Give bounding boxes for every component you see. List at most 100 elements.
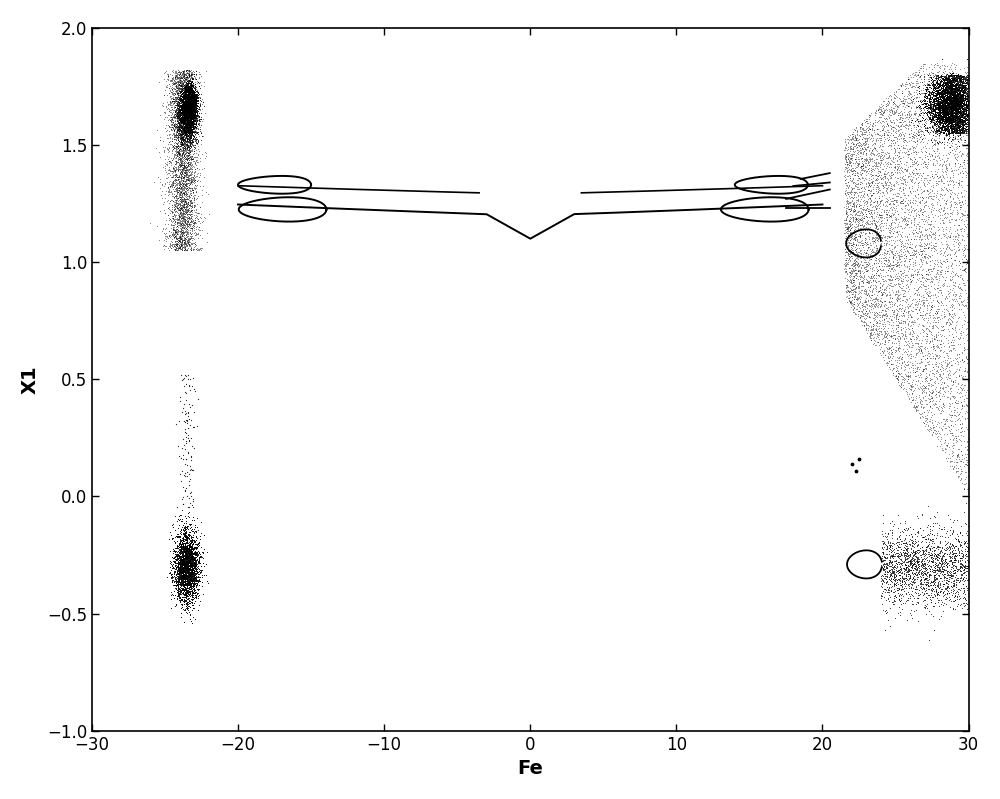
Point bbox=[937, 112, 953, 125]
Point bbox=[182, 109, 198, 122]
Point bbox=[875, 98, 891, 111]
Point bbox=[178, 193, 194, 205]
Point bbox=[182, 111, 198, 124]
Point bbox=[175, 193, 191, 205]
Point bbox=[889, 531, 905, 544]
Point bbox=[907, 298, 923, 311]
Point bbox=[165, 113, 181, 126]
Point bbox=[175, 107, 191, 120]
Point bbox=[178, 113, 194, 126]
Point bbox=[175, 85, 191, 98]
Point bbox=[885, 101, 901, 114]
Point bbox=[928, 71, 944, 84]
Point bbox=[891, 316, 907, 329]
Point bbox=[172, 553, 188, 566]
Point bbox=[955, 85, 971, 98]
Point bbox=[175, 158, 191, 171]
Point bbox=[180, 109, 196, 121]
Point bbox=[169, 583, 185, 596]
Point bbox=[180, 110, 196, 123]
Point bbox=[187, 586, 203, 599]
Point bbox=[187, 102, 203, 115]
Point bbox=[951, 75, 967, 88]
Point bbox=[187, 131, 203, 144]
Point bbox=[171, 103, 187, 116]
Point bbox=[919, 104, 935, 117]
Point bbox=[925, 66, 941, 79]
Point bbox=[932, 190, 948, 203]
Point bbox=[921, 536, 937, 549]
Point bbox=[177, 89, 193, 101]
Point bbox=[871, 157, 887, 169]
Point bbox=[185, 242, 201, 255]
Point bbox=[180, 113, 196, 126]
Point bbox=[184, 566, 200, 579]
Point bbox=[188, 115, 204, 128]
Point bbox=[943, 77, 959, 89]
Point bbox=[874, 344, 890, 357]
Point bbox=[192, 123, 208, 136]
Point bbox=[180, 97, 196, 109]
Point bbox=[178, 551, 194, 564]
Point bbox=[186, 129, 202, 142]
Point bbox=[177, 115, 193, 128]
Point bbox=[953, 289, 969, 302]
Point bbox=[858, 239, 874, 252]
Point bbox=[883, 171, 899, 184]
Point bbox=[887, 253, 903, 266]
Point bbox=[168, 548, 184, 561]
Point bbox=[177, 570, 193, 583]
Point bbox=[904, 359, 920, 372]
Point bbox=[941, 103, 957, 116]
Point bbox=[858, 285, 874, 298]
Point bbox=[189, 574, 205, 586]
Point bbox=[173, 167, 189, 180]
Point bbox=[955, 88, 971, 101]
Point bbox=[182, 111, 198, 124]
Point bbox=[180, 509, 196, 522]
Point bbox=[180, 156, 196, 169]
Point bbox=[184, 81, 200, 94]
Point bbox=[924, 395, 940, 407]
Point bbox=[172, 572, 188, 585]
Point bbox=[843, 244, 859, 257]
Point bbox=[863, 278, 879, 291]
Point bbox=[842, 157, 858, 169]
Point bbox=[891, 128, 907, 141]
Point bbox=[951, 112, 967, 125]
Point bbox=[170, 123, 186, 136]
Point bbox=[926, 109, 942, 122]
Point bbox=[172, 240, 188, 253]
Point bbox=[179, 98, 195, 111]
Point bbox=[945, 442, 961, 455]
Point bbox=[856, 287, 872, 300]
Point bbox=[163, 205, 179, 217]
Point bbox=[183, 113, 199, 126]
Point bbox=[175, 112, 191, 125]
Point bbox=[950, 124, 966, 137]
Point bbox=[185, 101, 201, 113]
Point bbox=[855, 252, 871, 264]
Point bbox=[184, 557, 200, 570]
Point bbox=[174, 221, 190, 233]
Point bbox=[918, 551, 934, 564]
Point bbox=[180, 119, 196, 132]
Point bbox=[916, 197, 932, 209]
Point bbox=[182, 577, 198, 590]
Point bbox=[170, 568, 186, 581]
Point bbox=[894, 299, 910, 312]
Point bbox=[159, 111, 175, 124]
Point bbox=[184, 91, 200, 104]
Point bbox=[167, 570, 183, 583]
Point bbox=[157, 66, 173, 78]
Point bbox=[181, 103, 197, 116]
Point bbox=[954, 148, 970, 161]
Point bbox=[885, 598, 901, 610]
Point bbox=[171, 181, 187, 194]
Point bbox=[170, 83, 186, 96]
Point bbox=[898, 569, 914, 582]
Point bbox=[190, 545, 206, 558]
Point bbox=[876, 554, 892, 566]
Point bbox=[936, 303, 952, 316]
Point bbox=[936, 577, 952, 590]
